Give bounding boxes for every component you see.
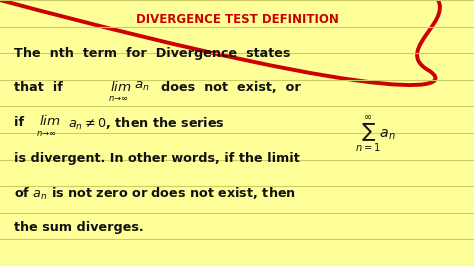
Text: $lim$: $lim$ [39,114,61,128]
Text: does  not  exist,  or: does not exist, or [161,81,301,94]
Text: of $a_n$ is not zero or does not exist, then: of $a_n$ is not zero or does not exist, … [14,186,296,202]
Text: $lim$: $lim$ [110,80,132,94]
Text: $a_n$: $a_n$ [134,80,150,93]
Text: if: if [14,116,33,129]
Text: $n\!\rightarrow\!\infty$: $n\!\rightarrow\!\infty$ [108,94,128,103]
Text: $\sum_{n=1}^{\infty} a_n$: $\sum_{n=1}^{\infty} a_n$ [355,114,395,154]
Text: $a_n \neq 0$, then the series: $a_n \neq 0$, then the series [68,116,225,132]
Text: The  nth  term  for  Divergence  states: The nth term for Divergence states [14,47,291,60]
Text: is divergent. In other words, if the limit: is divergent. In other words, if the lim… [14,152,300,165]
Text: DIVERGENCE TEST DEFINITION: DIVERGENCE TEST DEFINITION [136,13,338,26]
Text: the sum diverges.: the sum diverges. [14,221,144,234]
Text: that  if: that if [14,81,72,94]
Text: $n\!\rightarrow\!\infty$: $n\!\rightarrow\!\infty$ [36,129,57,138]
